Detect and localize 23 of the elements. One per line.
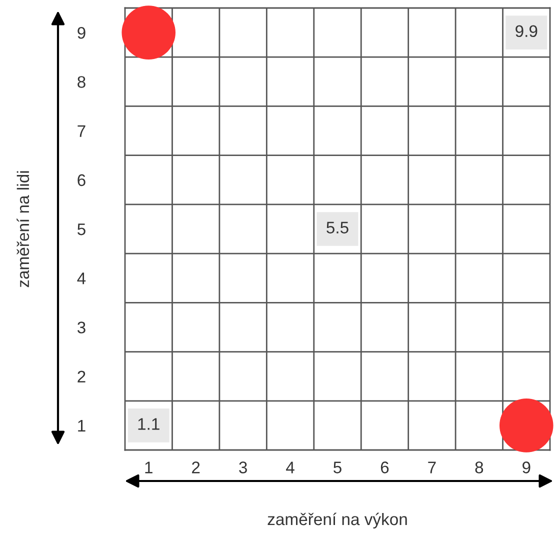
x-tick-label: 8 xyxy=(475,462,484,474)
x-tick-label: 6 xyxy=(380,462,389,474)
y-axis-title: zaměření na lidi xyxy=(16,171,30,288)
x-tick-label: 7 xyxy=(428,462,436,474)
y-tick-label: 7 xyxy=(78,125,86,137)
y-tick-label: 9 xyxy=(78,26,86,39)
annotation: 1.1 xyxy=(138,418,160,430)
annotation: 9.9 xyxy=(516,25,538,38)
x-tick-label: 1 xyxy=(145,462,152,474)
x-tick-label: 2 xyxy=(192,462,200,474)
y-tick-label: 5 xyxy=(78,224,86,236)
y-tick-label: 2 xyxy=(78,370,86,382)
y-tick-label: 1 xyxy=(78,420,86,432)
annotation: 5.5 xyxy=(326,222,348,234)
y-tick-label: 6 xyxy=(78,174,86,186)
x-tick-label: 9 xyxy=(522,462,530,474)
y-tick-label: 3 xyxy=(77,322,86,334)
y-tick-label: 8 xyxy=(78,76,86,88)
x-tick-label: 5 xyxy=(334,462,342,474)
x-axis-title: zaměření na výkon xyxy=(268,512,407,528)
x-tick-label: 3 xyxy=(239,462,247,474)
x-tick-label: 4 xyxy=(286,462,294,474)
y-tick-label: 4 xyxy=(77,272,86,284)
